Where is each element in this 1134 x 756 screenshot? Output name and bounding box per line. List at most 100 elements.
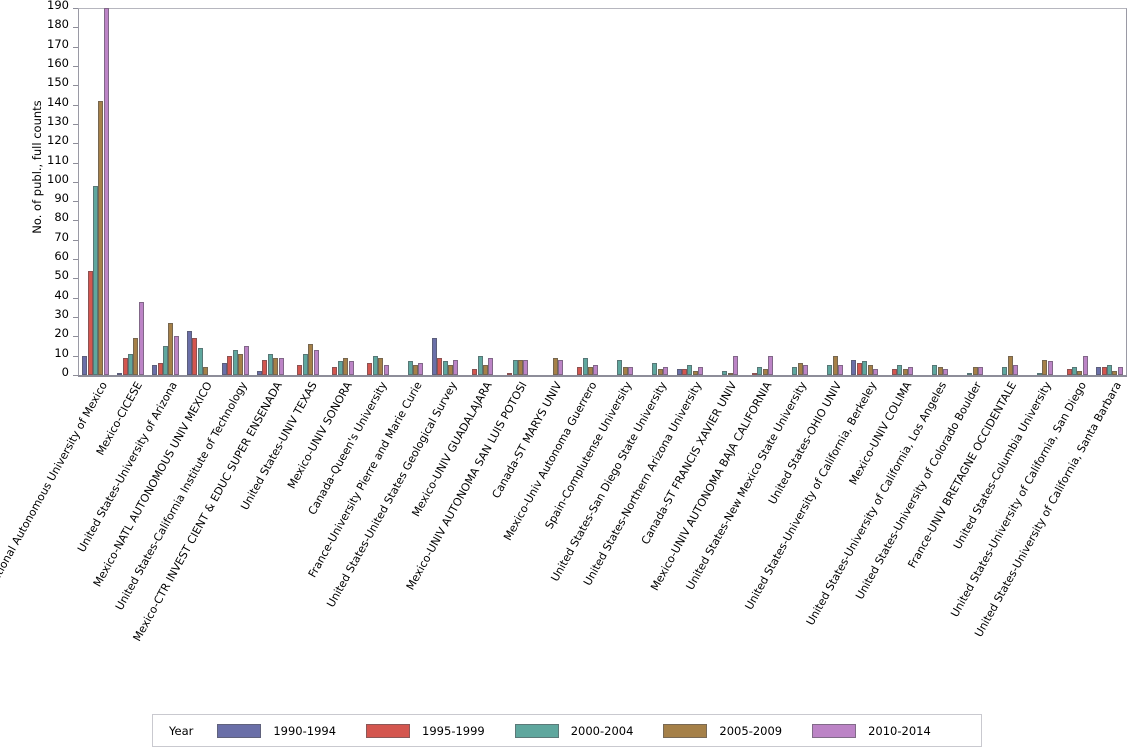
- bar[interactable]: [243, 346, 249, 375]
- bar[interactable]: [203, 367, 209, 375]
- bar[interactable]: [448, 365, 454, 375]
- bar[interactable]: [657, 369, 663, 375]
- bar[interactable]: [663, 367, 669, 375]
- bar[interactable]: [367, 363, 373, 375]
- bar[interactable]: [1077, 371, 1083, 375]
- bar[interactable]: [652, 363, 658, 375]
- bar[interactable]: [162, 346, 168, 375]
- bar[interactable]: [418, 363, 424, 375]
- bar[interactable]: [152, 365, 158, 375]
- bar[interactable]: [838, 365, 844, 375]
- bar[interactable]: [267, 353, 273, 375]
- legend-item[interactable]: 2000-2004: [514, 723, 633, 738]
- bar[interactable]: [628, 367, 634, 375]
- bar[interactable]: [897, 365, 903, 375]
- bar[interactable]: [343, 357, 349, 375]
- bar[interactable]: [173, 336, 179, 375]
- bar[interactable]: [873, 369, 879, 375]
- bar[interactable]: [932, 365, 938, 375]
- bar[interactable]: [1096, 367, 1102, 375]
- bar[interactable]: [92, 185, 98, 375]
- bar[interactable]: [372, 355, 378, 375]
- bar[interactable]: [192, 338, 198, 375]
- bar[interactable]: [407, 361, 413, 375]
- bar[interactable]: [133, 338, 139, 375]
- bar[interactable]: [517, 359, 523, 375]
- bar[interactable]: [227, 355, 233, 375]
- bar[interactable]: [722, 371, 728, 375]
- bar[interactable]: [238, 353, 244, 375]
- bar[interactable]: [558, 359, 564, 375]
- bar[interactable]: [222, 363, 228, 375]
- bar[interactable]: [762, 369, 768, 375]
- bar[interactable]: [431, 338, 437, 375]
- bar[interactable]: [257, 371, 263, 375]
- bar[interactable]: [127, 353, 133, 375]
- bar[interactable]: [617, 359, 623, 375]
- bar[interactable]: [797, 363, 803, 375]
- bar[interactable]: [937, 367, 943, 375]
- bar[interactable]: [682, 369, 687, 375]
- bar[interactable]: [313, 349, 319, 375]
- bar[interactable]: [413, 365, 419, 375]
- legend-item[interactable]: 2005-2009: [663, 723, 782, 738]
- bar[interactable]: [302, 353, 308, 375]
- bar[interactable]: [867, 365, 873, 375]
- bar[interactable]: [587, 367, 593, 375]
- bar[interactable]: [117, 373, 123, 375]
- bar[interactable]: [687, 365, 693, 375]
- bar[interactable]: [856, 363, 862, 375]
- bar[interactable]: [157, 363, 163, 375]
- bar[interactable]: [278, 357, 284, 375]
- bar[interactable]: [488, 357, 494, 375]
- bar[interactable]: [593, 365, 599, 375]
- bar[interactable]: [757, 367, 763, 375]
- bar[interactable]: [1101, 367, 1107, 375]
- bar[interactable]: [803, 365, 809, 375]
- bar[interactable]: [332, 367, 338, 375]
- bar[interactable]: [472, 369, 478, 375]
- legend-item[interactable]: 2010-2014: [812, 723, 931, 738]
- bar[interactable]: [512, 359, 518, 375]
- bar[interactable]: [98, 100, 104, 375]
- bar[interactable]: [453, 359, 459, 375]
- bar[interactable]: [262, 359, 268, 375]
- bar[interactable]: [1047, 361, 1053, 375]
- bar[interactable]: [851, 359, 857, 375]
- bar[interactable]: [727, 373, 733, 375]
- legend-item[interactable]: 1995-1999: [366, 723, 485, 738]
- bar[interactable]: [138, 301, 144, 375]
- bar[interactable]: [103, 8, 109, 375]
- bar[interactable]: [942, 369, 948, 375]
- bar[interactable]: [442, 361, 448, 375]
- bar[interactable]: [1037, 373, 1043, 375]
- bar[interactable]: [902, 369, 908, 375]
- bar[interactable]: [308, 344, 314, 375]
- bar[interactable]: [1112, 371, 1118, 375]
- bar[interactable]: [348, 361, 354, 375]
- bar[interactable]: [768, 355, 774, 375]
- bar[interactable]: [577, 367, 583, 375]
- bar[interactable]: [168, 322, 174, 375]
- bar[interactable]: [507, 373, 513, 375]
- bar[interactable]: [1066, 369, 1072, 375]
- bar[interactable]: [297, 365, 303, 375]
- bar[interactable]: [483, 365, 488, 375]
- bar[interactable]: [908, 367, 913, 375]
- bar[interactable]: [751, 373, 757, 375]
- bar[interactable]: [977, 367, 983, 375]
- bar[interactable]: [273, 357, 279, 375]
- bar[interactable]: [383, 365, 389, 375]
- bar[interactable]: [622, 367, 628, 375]
- bar[interactable]: [692, 371, 698, 375]
- bar[interactable]: [676, 369, 682, 375]
- bar[interactable]: [792, 367, 798, 375]
- bar[interactable]: [477, 355, 483, 375]
- bar[interactable]: [832, 355, 838, 375]
- bar[interactable]: [378, 357, 384, 375]
- bar[interactable]: [523, 359, 529, 375]
- bar[interactable]: [1042, 359, 1048, 375]
- bar[interactable]: [1007, 355, 1013, 375]
- bar[interactable]: [437, 357, 443, 375]
- bar[interactable]: [122, 357, 128, 375]
